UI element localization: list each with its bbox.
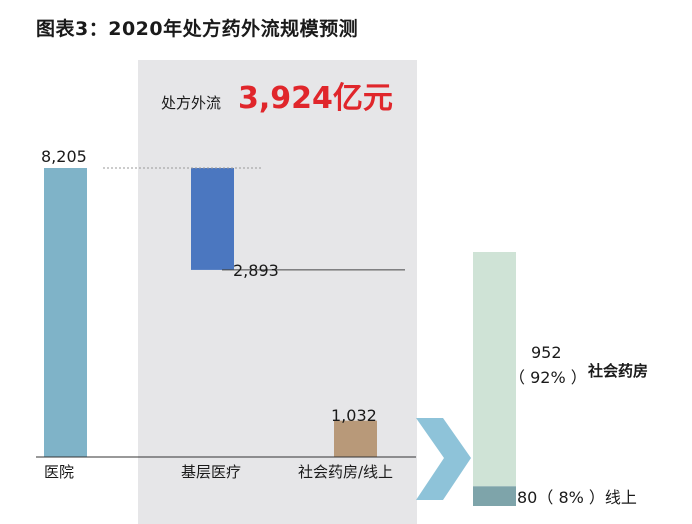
breakdown-name-pharmacy: 社会药房 [587,362,648,380]
breakdown-bar-online [473,486,516,506]
category-label-primary-care: 基层医疗 [181,463,241,481]
bar-hospital [44,168,87,457]
breakdown-bar-pharmacy [473,252,516,487]
headline-value: 3,924亿元 [238,81,393,116]
chart-title: 图表3：2020年处方药外流规模预测 [36,18,359,40]
category-label-pharmacy-online: 社会药房/线上 [298,463,393,481]
value-label-hospital: 8,205 [41,147,87,166]
flow-arrow-icon [416,418,471,500]
bar-pharmacy-online [334,420,377,457]
breakdown-value-pharmacy: 952 [531,343,562,362]
breakdown-label-online: 80（ 8% ）线上 [517,488,637,507]
value-label-pharmacy-online: 1,032 [331,406,377,425]
bar-primary-care [191,168,234,270]
category-label-hospital: 医院 [44,463,74,481]
headline-prefix: 处方外流 [161,94,221,112]
breakdown-pct-pharmacy: （ 92% ） [509,368,587,387]
value-label-primary-care: 2,893 [233,261,279,280]
